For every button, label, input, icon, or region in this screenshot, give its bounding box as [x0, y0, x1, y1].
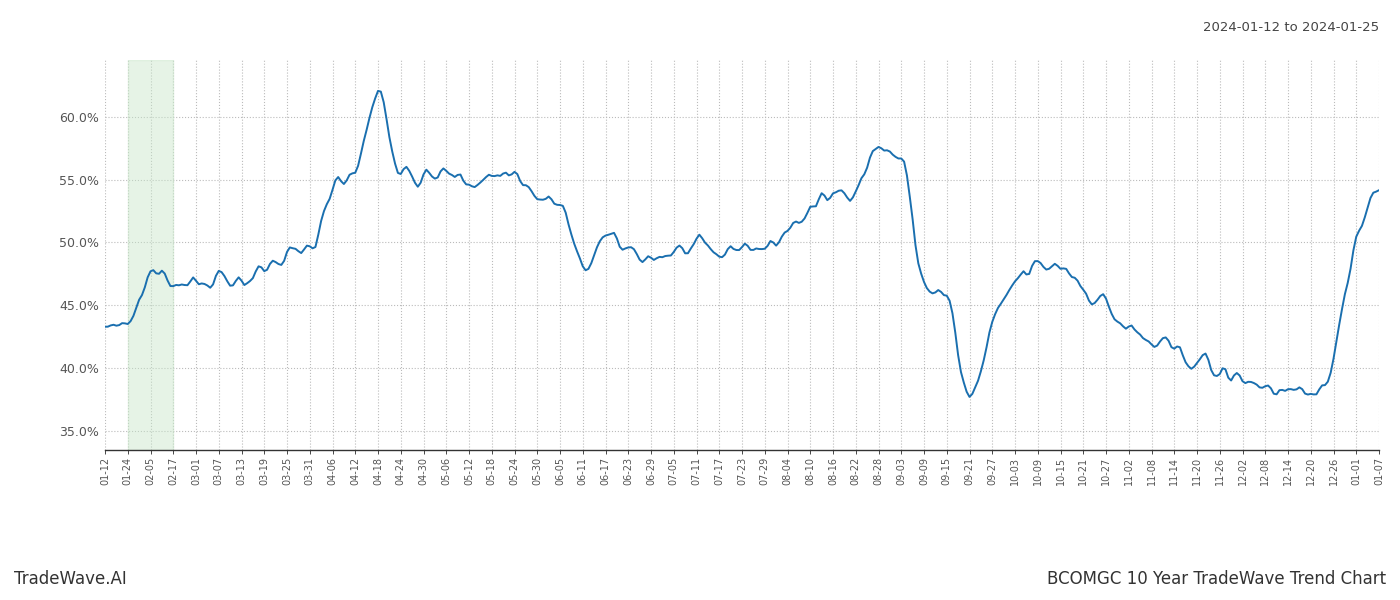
Text: 2024-01-12 to 2024-01-25: 2024-01-12 to 2024-01-25 — [1203, 21, 1379, 34]
Text: TradeWave.AI: TradeWave.AI — [14, 570, 127, 588]
Bar — [127, 60, 174, 450]
Text: BCOMGC 10 Year TradeWave Trend Chart: BCOMGC 10 Year TradeWave Trend Chart — [1047, 570, 1386, 588]
